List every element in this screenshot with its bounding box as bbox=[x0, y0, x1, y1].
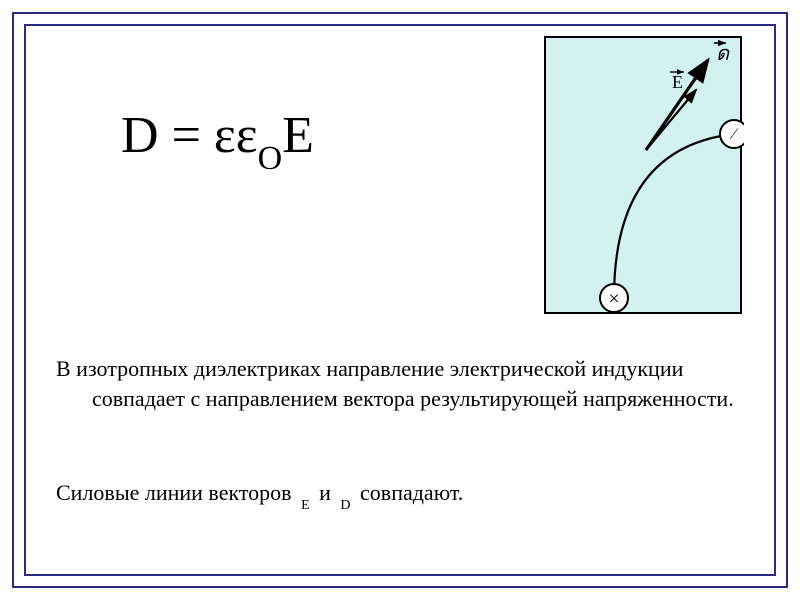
inner-frame: D = εεOE bbox=[24, 24, 776, 576]
main-equation: D = εεOE bbox=[121, 106, 314, 172]
eq-D: D bbox=[121, 107, 159, 164]
vector-E-label: E bbox=[672, 72, 683, 92]
slide-content: D = εεOE bbox=[26, 26, 774, 574]
eq-eps: εε bbox=[214, 107, 258, 164]
diagram-svg: ด E × ∕ bbox=[546, 38, 744, 316]
p2-part-a: Силовые линии векторов bbox=[56, 480, 297, 505]
charge-bottom-glyph: × bbox=[608, 288, 619, 310]
p2-part-c: совпадают. bbox=[355, 480, 464, 505]
p2-sub-D: D bbox=[336, 498, 354, 513]
field-diagram: ด E × ∕ bbox=[544, 36, 742, 314]
eq-sub-O: O bbox=[258, 140, 283, 177]
vector-D-label: ด bbox=[716, 43, 730, 65]
eq-equals: = bbox=[159, 107, 214, 164]
eq-E: E bbox=[282, 107, 314, 164]
p2-part-b: и bbox=[314, 480, 337, 505]
vector-E-arrow bbox=[646, 90, 696, 150]
field-line-curve bbox=[614, 134, 734, 298]
p2-sub-E: E bbox=[297, 498, 314, 513]
paragraph-1: В изотропных диэлектриках направление эл… bbox=[56, 354, 744, 413]
paragraph-2: Силовые линии векторов E и D совпадают. bbox=[56, 478, 744, 512]
paragraph-1-text: В изотропных диэлектриках направление эл… bbox=[56, 354, 744, 413]
